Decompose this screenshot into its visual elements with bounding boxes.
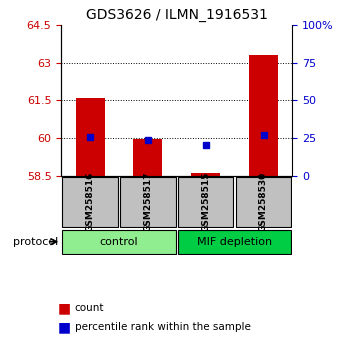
FancyBboxPatch shape [120,177,176,227]
Title: GDS3626 / ILMN_1916531: GDS3626 / ILMN_1916531 [86,8,268,22]
Text: control: control [100,237,138,247]
Text: protocol: protocol [13,237,58,247]
Bar [191,173,220,176]
FancyBboxPatch shape [62,230,176,253]
Text: ■: ■ [58,320,71,335]
Text: ■: ■ [58,301,71,315]
Text: count: count [75,303,104,313]
Text: GSM258516: GSM258516 [86,172,95,232]
Text: percentile rank within the sample: percentile rank within the sample [75,322,251,332]
Text: GSM258515: GSM258515 [201,172,210,232]
Text: GSM258517: GSM258517 [143,172,152,232]
Bar [133,139,163,176]
Text: MIF depletion: MIF depletion [197,237,272,247]
FancyBboxPatch shape [178,230,291,253]
Bar [75,98,104,176]
FancyBboxPatch shape [236,177,291,227]
Text: GSM258530: GSM258530 [259,172,268,232]
FancyBboxPatch shape [62,177,118,227]
FancyBboxPatch shape [178,177,234,227]
Bar [249,55,278,176]
